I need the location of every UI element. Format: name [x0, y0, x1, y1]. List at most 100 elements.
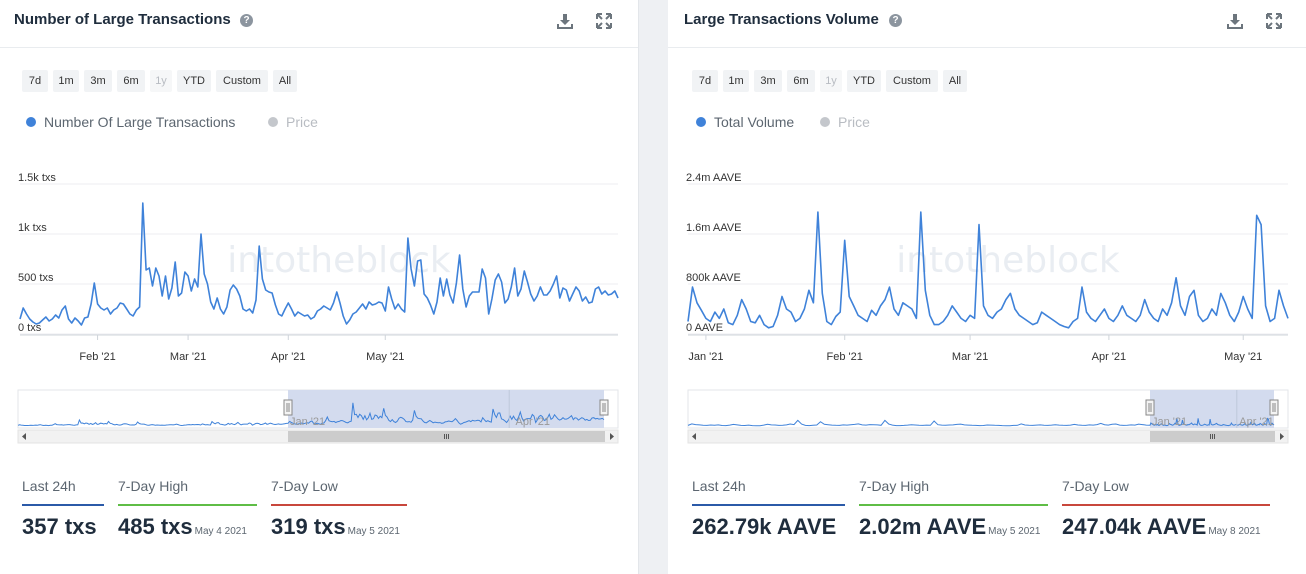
stat-label: Last 24h [692, 478, 746, 494]
navigator-handle[interactable] [283, 399, 293, 416]
x-tick-label: May '21 [366, 351, 404, 363]
range-selector: 7d 1m 3m 6m 1y YTD Custom All [692, 70, 972, 92]
navigator-handle[interactable] [1269, 399, 1279, 416]
stat-7day-high: 7-Day High 2.02m AAVE May 5 2021 [859, 478, 1048, 540]
legend-dot-icon [820, 117, 830, 127]
x-tick-label: Feb '21 [79, 351, 115, 363]
x-tick-label: Feb '21 [827, 351, 863, 363]
help-icon[interactable]: ? [240, 14, 253, 27]
y-tick-label: 1.5k txs [18, 172, 56, 184]
stat-underline [118, 504, 257, 506]
x-tick-label: Apr '21 [1092, 351, 1127, 363]
x-tick-label: Mar '21 [952, 351, 988, 363]
watermark-logo: intotheblock [896, 240, 1120, 281]
y-tick-label: 1k txs [18, 222, 47, 234]
stat-underline [271, 504, 407, 506]
stat-date: May 5 2021 [347, 526, 400, 537]
stat-label: 7-Day High [118, 478, 189, 494]
stat-label: 7-Day Low [271, 478, 338, 494]
x-tick-label: Apr '21 [271, 351, 306, 363]
scroll-right-arrow-icon[interactable] [1280, 433, 1284, 440]
stat-date: May 5 2021 [988, 526, 1041, 537]
legend-item-series[interactable]: Number Of Large Transactions [26, 114, 235, 130]
line-chart: intotheblock 0 txs 500 txs 1k txs 1.5k txs Fe… [17, 172, 619, 444]
navigator-label: Jan '21 [290, 416, 325, 428]
legend-dot-icon [268, 117, 278, 127]
navigator-selection [1150, 390, 1274, 428]
navigator-handle[interactable] [599, 399, 609, 416]
x-tick-label: Jan '21 [688, 351, 723, 363]
scrollbar-track[interactable] [687, 429, 1289, 444]
stat-last-24h: Last 24h 262.79k AAVE [692, 478, 845, 540]
legend-item-price[interactable]: Price [268, 114, 318, 130]
range-6m[interactable]: 6m [117, 70, 145, 92]
stat-value: 485 txs [118, 514, 193, 539]
range-all[interactable]: All [943, 70, 967, 92]
range-all[interactable]: All [273, 70, 297, 92]
series-line [19, 202, 619, 326]
stat-value: 2.02m AAVE [859, 514, 987, 539]
help-icon[interactable]: ? [889, 14, 902, 27]
navigator-label: Apr '21 [516, 416, 551, 428]
range-7d[interactable]: 7d [692, 70, 718, 92]
range-3m[interactable]: 3m [84, 70, 112, 92]
stat-value: 319 txs [271, 514, 346, 539]
x-tick-label: May '21 [1224, 351, 1262, 363]
stat-label: 7-Day High [859, 478, 930, 494]
stat-date: May 4 2021 [194, 526, 247, 537]
range-1m[interactable]: 1m [723, 70, 749, 92]
y-tick-label: 1.6m AAVE [686, 222, 741, 234]
stat-value: 247.04k AAVE [1062, 514, 1207, 539]
legend-item-price[interactable]: Price [820, 114, 870, 130]
panel-title: Large Transactions Volume [684, 11, 879, 28]
legend-item-series[interactable]: Total Volume [696, 114, 794, 130]
legend-label: Total Volume [714, 114, 795, 130]
legend-label: Price [838, 114, 870, 130]
y-tick-label: 0 txs [18, 322, 42, 334]
range-selector: 7d 1m 3m 6m 1y YTD Custom All [22, 70, 302, 92]
line-chart: intotheblock 0 AAVE 800k AAVE 1.6m AAVE 2.4m… [686, 172, 1289, 444]
y-tick-label: 500 txs [18, 272, 54, 284]
scroll-right-arrow-icon[interactable] [610, 433, 614, 440]
expand-icon[interactable] [1264, 11, 1284, 31]
stat-7day-low: 7-Day Low 247.04k AAVE May 8 2021 [1062, 478, 1270, 540]
navigator-label: Jan '21 [1152, 416, 1187, 428]
chart-legend: Total Volume Price [696, 114, 1096, 134]
expand-icon[interactable] [594, 11, 614, 31]
watermark-logo: intotheblock [227, 240, 451, 281]
x-tick-label: Mar '21 [170, 351, 206, 363]
range-1m[interactable]: 1m [53, 70, 79, 92]
download-icon[interactable] [1225, 11, 1245, 31]
range-1y: 1y [820, 70, 842, 92]
range-ytd[interactable]: YTD [177, 70, 211, 92]
range-custom[interactable]: Custom [216, 70, 268, 92]
stat-value: 357 txs [22, 514, 97, 539]
series-line [687, 211, 1289, 329]
stat-date: May 8 2021 [1208, 526, 1261, 537]
legend-dot-icon [26, 117, 36, 127]
stat-underline [692, 504, 845, 506]
panel-large-transactions-volume: Large Transactions Volume ? 7d 1m 3m 6m … [668, 0, 1306, 574]
chart-legend: Number Of Large Transactions Price [26, 114, 426, 134]
panel-header: Large Transactions Volume ? [668, 0, 1306, 48]
range-7d[interactable]: 7d [22, 70, 48, 92]
panel-header: Number of Large Transactions ? [0, 0, 638, 48]
range-3m[interactable]: 3m [754, 70, 782, 92]
scroll-left-arrow-icon[interactable] [692, 433, 696, 440]
range-ytd[interactable]: YTD [847, 70, 881, 92]
navigator-line [17, 402, 605, 427]
range-1y: 1y [150, 70, 172, 92]
stat-label: Last 24h [22, 478, 76, 494]
navigator-handle[interactable] [1145, 399, 1155, 416]
legend-dot-icon [696, 117, 706, 127]
scroll-left-arrow-icon[interactable] [22, 433, 26, 440]
legend-label: Number Of Large Transactions [44, 114, 236, 130]
stat-underline [1062, 504, 1270, 506]
y-tick-label: 800k AAVE [686, 272, 741, 284]
panel-large-transactions: Number of Large Transactions ? 7d 1m 3m … [0, 0, 639, 574]
download-icon[interactable] [555, 11, 575, 31]
panel-title: Number of Large Transactions [14, 11, 231, 28]
range-6m[interactable]: 6m [787, 70, 815, 92]
navigator-line [687, 417, 1275, 427]
range-custom[interactable]: Custom [886, 70, 938, 92]
